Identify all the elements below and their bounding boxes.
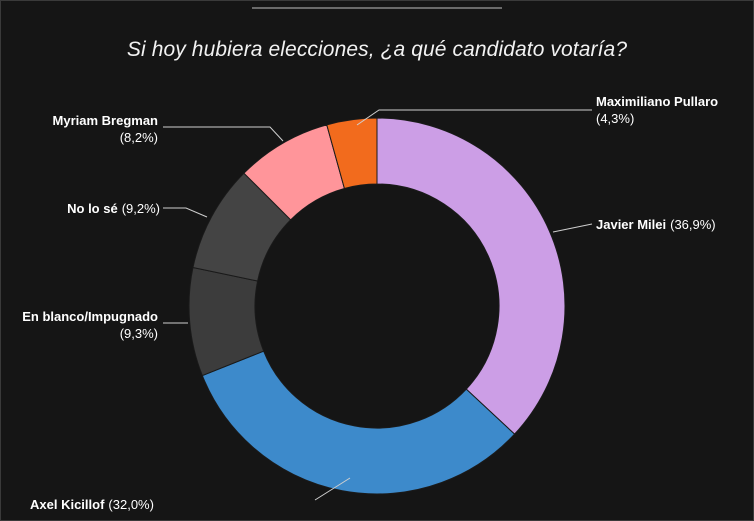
label-myriam-bregman: Myriam Bregman (8,2%) bbox=[53, 113, 159, 145]
chart-title: Si hoy hubiera elecciones, ¿a qué candid… bbox=[126, 38, 628, 61]
label-name: No lo sé bbox=[67, 201, 118, 216]
top-divider bbox=[252, 7, 502, 9]
label-value: (36,9%) bbox=[670, 217, 716, 232]
leader-line-no-lo-se bbox=[163, 207, 208, 218]
label-maximiliano-pullaro: Maximiliano Pullaro (4,3%) bbox=[596, 94, 718, 126]
label-no-lo-se: No lo sé (9,2%) bbox=[67, 201, 160, 216]
label-en-blanco-impugnado: En blanco/Impugnado (9,3%) bbox=[22, 309, 158, 341]
label-name: Myriam Bregman bbox=[53, 113, 159, 128]
label-value: (9,2%) bbox=[122, 201, 160, 216]
leader-line-maximiliano-pullaro bbox=[356, 109, 592, 126]
label-axel-kicillof: Axel Kicillof (32,0%) bbox=[30, 497, 154, 512]
leader-line-javier-milei bbox=[552, 223, 593, 233]
label-value: (9,3%) bbox=[120, 326, 158, 341]
label-value: (32,0%) bbox=[108, 497, 154, 512]
label-javier-milei: Javier Milei (36,9%) bbox=[596, 217, 716, 232]
label-name: En blanco/Impugnado bbox=[22, 309, 158, 324]
slice-maximiliano-pullaro bbox=[326, 117, 378, 190]
leader-line-axel-kicillof bbox=[314, 477, 351, 501]
label-name: Axel Kicillof bbox=[30, 497, 105, 512]
slice-axel-kicillof bbox=[201, 350, 516, 495]
label-value: (8,2%) bbox=[120, 130, 158, 145]
label-value: (4,3%) bbox=[596, 111, 634, 126]
slice-javier-milei bbox=[376, 117, 566, 435]
label-name: Maximiliano Pullaro bbox=[596, 94, 718, 109]
label-name: Javier Milei bbox=[596, 217, 666, 232]
leader-line-myriam-bregman bbox=[163, 126, 284, 142]
